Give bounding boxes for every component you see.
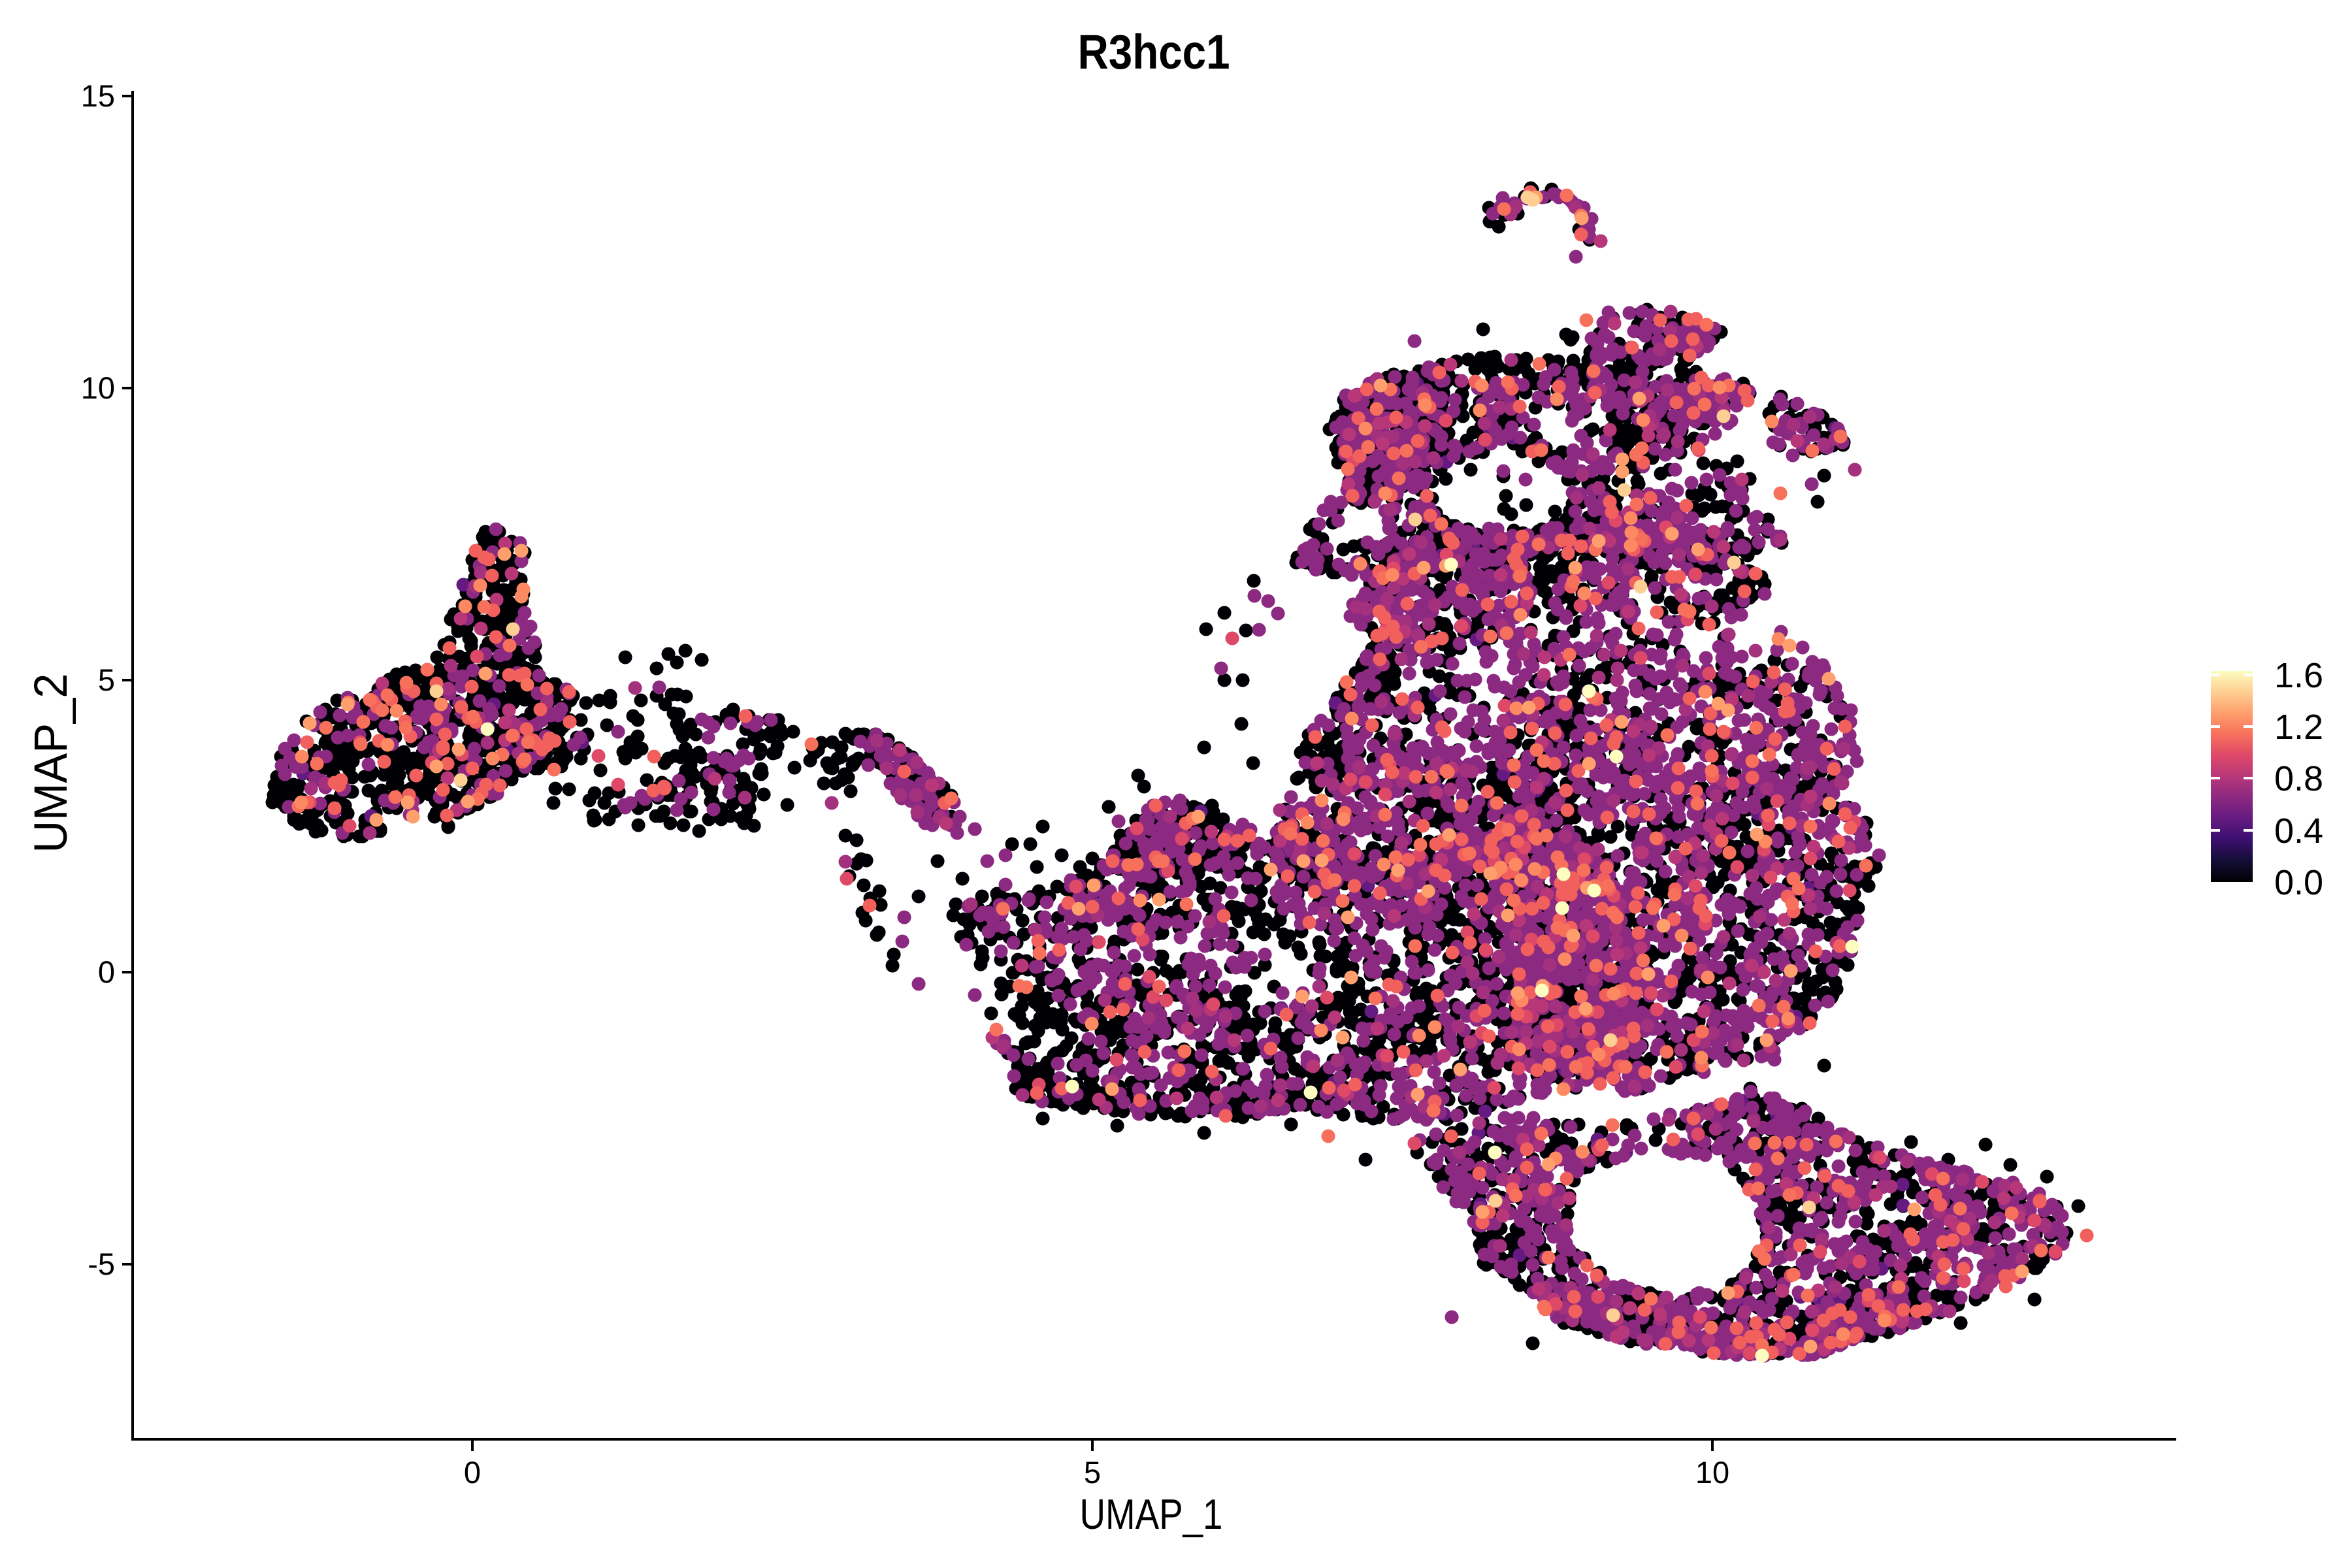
svg-text:1.2: 1.2 [2274, 708, 2323, 747]
svg-text:10: 10 [81, 370, 115, 405]
svg-text:0: 0 [98, 955, 115, 989]
svg-text:1.6: 1.6 [2274, 656, 2323, 695]
svg-text:0.0: 0.0 [2274, 863, 2323, 902]
svg-text:UMAP_2: UMAP_2 [25, 674, 77, 853]
svg-text:R3hcc1: R3hcc1 [1078, 25, 1230, 79]
svg-text:-5: -5 [88, 1247, 115, 1281]
svg-text:15: 15 [81, 78, 115, 113]
svg-text:5: 5 [1084, 1455, 1101, 1490]
svg-text:UMAP_1: UMAP_1 [1080, 1490, 1223, 1538]
svg-text:0: 0 [464, 1455, 481, 1490]
svg-text:0.4: 0.4 [2274, 811, 2323, 851]
svg-text:10: 10 [1695, 1455, 1729, 1490]
svg-text:5: 5 [98, 662, 115, 697]
svg-text:0.8: 0.8 [2274, 759, 2323, 798]
